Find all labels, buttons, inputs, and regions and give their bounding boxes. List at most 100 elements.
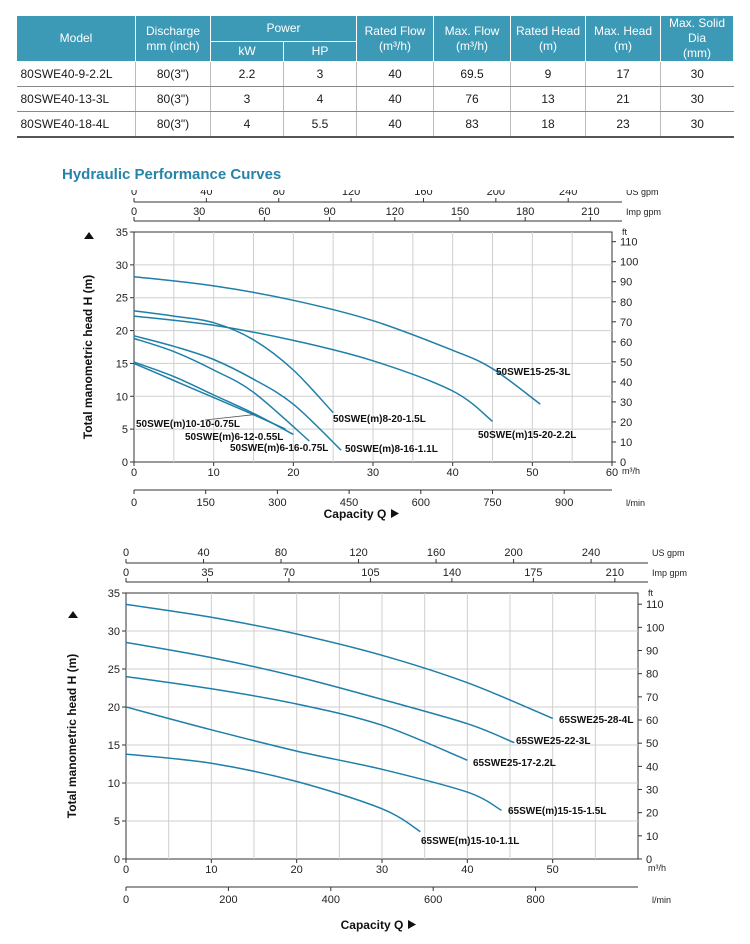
lmin-tick-label: 900	[555, 497, 573, 509]
ft-tick-label: 40	[646, 761, 658, 773]
cell-max-solid: 30	[660, 111, 734, 138]
ft-tick-label: 90	[646, 646, 658, 658]
cell-rated-flow: 40	[356, 61, 434, 87]
impgpm-tick-label: 210	[581, 206, 599, 218]
impgpm-tick-label: 0	[123, 567, 129, 579]
cell-kw: 4	[210, 111, 284, 138]
x-tick-label: 10	[205, 864, 217, 876]
ft-tick-label: 20	[646, 808, 658, 820]
usgpm-tick-label: 120	[342, 190, 360, 198]
impgpm-tick-label: 210	[606, 567, 624, 579]
table-row: 80SWE40-9-2.2L 80(3") 2.2 3 40 69.5 9 17 30	[16, 61, 734, 87]
table-header-row: Model Discharge mm (inch) Power Rated Fl…	[16, 15, 734, 62]
series-line	[125, 706, 502, 812]
y-tick-label: 15	[116, 358, 128, 370]
lmin-tick-label: 600	[424, 894, 442, 906]
series-line	[125, 675, 468, 761]
series-label: 65SWE(m)15-10-1.1L	[421, 836, 519, 847]
cell-max-flow: 69.5	[433, 61, 511, 87]
series-line	[125, 603, 553, 720]
x-tick-label: 10	[208, 467, 220, 479]
impgpm-tick-label: 140	[443, 567, 461, 579]
x-tick-label: 20	[291, 864, 303, 876]
usgpm-tick-label: 0	[131, 190, 137, 198]
series-label: 50SWE(m)15-20-2.2L	[478, 430, 576, 441]
ft-tick-label: 10	[646, 831, 658, 843]
ft-tick-label: 100	[620, 257, 638, 269]
series-line	[133, 315, 493, 422]
lmin-unit-label: l/min	[626, 498, 645, 508]
series-label: 65SWE25-17-2.2L	[473, 758, 556, 769]
x-tick-label: 30	[367, 467, 379, 479]
y-tick-label: 35	[116, 227, 128, 239]
impgpm-tick-label: 150	[451, 206, 469, 218]
cell-max-flow: 76	[433, 86, 511, 112]
impgpm-tick-label: 70	[283, 567, 295, 579]
x-unit-label: m³/h	[622, 466, 640, 476]
y-tick-label: 25	[108, 664, 120, 676]
series-line	[133, 362, 286, 430]
usgpm-tick-label: 240	[559, 190, 577, 198]
ft-tick-label: 50	[620, 357, 632, 369]
ft-tick-label: 90	[620, 277, 632, 289]
series-line	[125, 641, 515, 744]
cell-rated-flow: 40	[356, 111, 434, 138]
y-tick-label: 30	[108, 626, 120, 638]
spec-table: Model Discharge mm (inch) Power Rated Fl…	[16, 15, 734, 138]
impgpm-tick-label: 0	[131, 206, 137, 218]
section-title: Hydraulic Performance Curves	[62, 166, 282, 183]
header-power: Power	[210, 15, 357, 42]
ft-tick-label: 40	[620, 377, 632, 389]
series-line	[133, 275, 541, 405]
cell-discharge: 80(3")	[135, 86, 211, 112]
series-label: 65SWE(m)15-15-1.5L	[508, 806, 606, 817]
usgpm-tick-label: 160	[427, 547, 445, 559]
lmin-tick-label: 0	[131, 497, 137, 509]
cell-model: 80SWE40-9-2.2L	[16, 61, 136, 87]
series-label: 50SWE(m)6-16-0.75L	[230, 443, 328, 454]
cell-rated-head: 18	[510, 111, 586, 138]
y-axis-arrow-icon	[68, 611, 78, 618]
header-max-head-line1: Max. Head	[593, 23, 653, 38]
y-tick-label: 25	[116, 293, 128, 305]
header-discharge-line2: mm (inch)	[146, 38, 200, 53]
ft-tick-label: 0	[620, 457, 626, 469]
ft-tick-label: 60	[646, 715, 658, 727]
ft-tick-label: 80	[620, 297, 632, 309]
lmin-tick-label: 800	[526, 894, 544, 906]
header-rated-flow-line1: Rated Flow	[364, 23, 426, 38]
header-max-solid-line1: Max. Solid Dia	[668, 16, 726, 45]
header-max-flow-line1: Max. Flow	[444, 23, 500, 38]
x-axis-title: Capacity Q	[341, 918, 404, 932]
y-axis-title: Total manometric head H (m)	[81, 275, 95, 439]
y-tick-label: 20	[108, 702, 120, 714]
series-line	[133, 310, 334, 414]
x-tick-label: 0	[123, 864, 129, 876]
impgpm-tick-label: 30	[193, 206, 205, 218]
cell-hp: 3	[283, 61, 357, 87]
lmin-tick-label: 400	[322, 894, 340, 906]
impgpm-tick-label: 105	[361, 567, 379, 579]
header-rated-flow: Rated Flow (m³/h)	[356, 15, 434, 62]
header-max-flow-line2: (m³/h)	[456, 38, 488, 53]
cell-model: 80SWE40-18-4L	[16, 111, 136, 138]
ft-tick-label: 60	[620, 337, 632, 349]
ft-tick-label: 100	[646, 622, 664, 634]
cell-model: 80SWE40-13-3L	[16, 86, 136, 112]
lmin-unit-label: l/min	[652, 895, 671, 905]
series-line	[125, 753, 421, 833]
cell-max-flow: 83	[433, 111, 511, 138]
impgpm-unit-label: Imp gpm	[626, 207, 661, 217]
lmin-tick-label: 300	[268, 497, 286, 509]
cell-discharge: 80(3")	[135, 111, 211, 138]
table-subheader-row: kW HP	[17, 40, 734, 63]
y-tick-label: 15	[108, 740, 120, 752]
y-tick-label: 0	[114, 854, 120, 866]
x-unit-label: m³/h	[648, 863, 666, 873]
table-body: 80SWE40-9-2.2L 80(3") 2.2 3 40 69.5 9 17 30 80SWE…	[16, 61, 734, 138]
ft-tick-label: 0	[646, 854, 652, 866]
cell-max-head: 23	[585, 111, 661, 138]
lmin-tick-label: 450	[340, 497, 358, 509]
x-axis-arrow-icon	[408, 920, 416, 929]
